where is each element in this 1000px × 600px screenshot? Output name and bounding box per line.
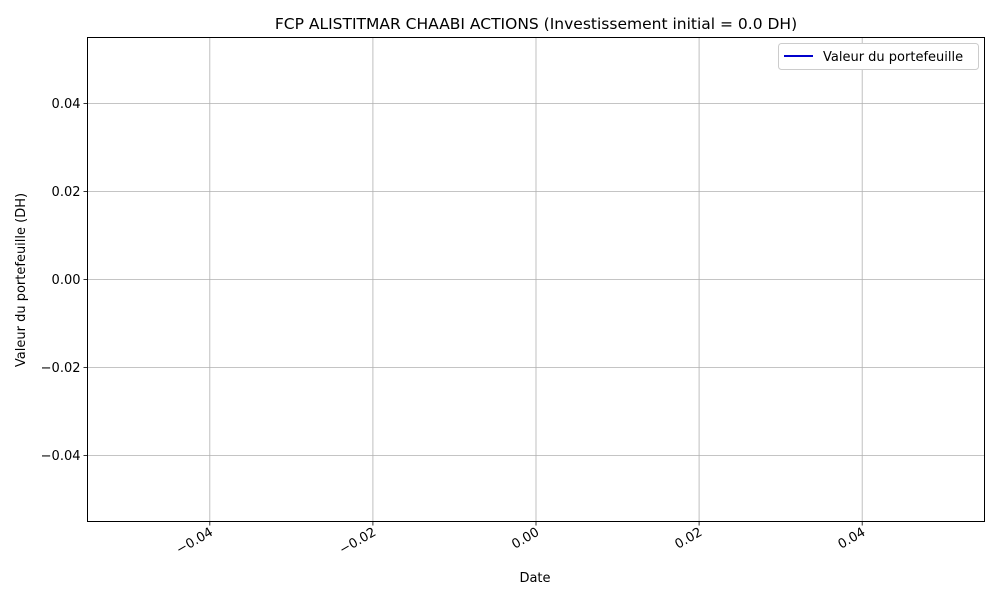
chart-title: FCP ALISTITMAR CHAABI ACTIONS (Investiss… <box>275 15 797 33</box>
y-axis-ticks: 0.04 0.02 0.00 −0.02 −0.04 <box>41 97 88 464</box>
legend-label: Valeur du portefeuille <box>823 50 963 65</box>
y-axis-label: Valeur du portefeuille (DH) <box>14 193 29 367</box>
y-tick-label: 0.02 <box>52 185 81 200</box>
y-tick-label: 0.00 <box>52 273 81 288</box>
gridlines <box>87 37 985 522</box>
x-axis-label: Date <box>519 571 550 586</box>
y-tick-label: −0.02 <box>41 361 81 376</box>
legend-box <box>778 43 979 70</box>
legend: Valeur du portefeuille <box>778 43 979 70</box>
y-tick-label: 0.04 <box>52 97 81 112</box>
y-tick-label: −0.04 <box>41 449 81 464</box>
